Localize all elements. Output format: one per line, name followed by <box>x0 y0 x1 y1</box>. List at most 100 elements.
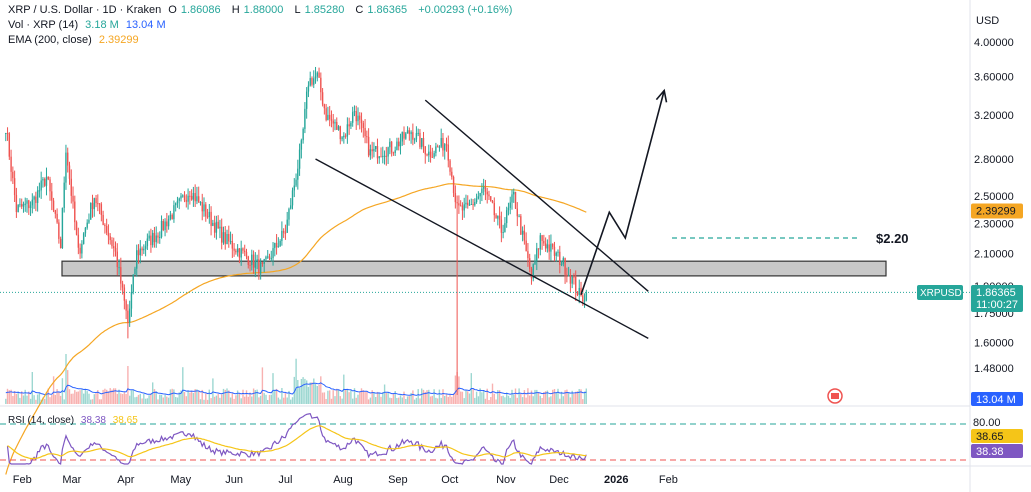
volume-bar <box>84 388 87 404</box>
volume-bar <box>8 390 10 404</box>
volume-bar <box>415 397 418 404</box>
rsi-tick-80: 80.00 <box>973 417 1001 429</box>
candle <box>183 191 186 203</box>
volume-bar <box>111 389 113 404</box>
volume-bar <box>483 390 485 404</box>
candle <box>458 195 460 214</box>
volume-bar <box>383 384 386 404</box>
candle <box>208 203 211 224</box>
candle <box>109 233 111 245</box>
volume-bar <box>120 393 122 404</box>
volume-bar <box>91 399 94 404</box>
candle <box>353 105 356 117</box>
candle <box>449 159 451 176</box>
candle <box>12 166 14 184</box>
volume-bar <box>562 396 564 404</box>
volume-bar <box>95 393 97 404</box>
candle <box>334 119 336 131</box>
month-label: May <box>170 474 191 486</box>
volume-bar <box>293 376 295 404</box>
volume-bar <box>359 392 361 404</box>
candle <box>380 147 382 158</box>
volume-bar <box>231 393 233 404</box>
candle <box>120 257 122 291</box>
volume-bar <box>320 376 322 404</box>
rsi-label: RSI (14, close) <box>8 415 75 426</box>
candle <box>490 196 492 202</box>
candle <box>21 198 23 210</box>
volume-bar <box>360 388 363 404</box>
volume-bar <box>318 384 320 404</box>
candle <box>19 198 21 208</box>
candle <box>190 189 193 201</box>
candle <box>167 215 170 230</box>
volume-bar <box>74 390 76 404</box>
volume-bar <box>93 394 95 404</box>
candle <box>49 176 51 201</box>
candle <box>465 194 467 209</box>
rsi-legend[interactable]: RSI (14, close) 38.38 38.65 <box>8 415 142 426</box>
price-tick: 2.80000 <box>974 154 1014 166</box>
wedge-upper-line[interactable] <box>424 99 649 292</box>
volume-bar <box>566 389 568 404</box>
candle <box>150 228 152 253</box>
wedge-lower-line[interactable] <box>315 158 649 339</box>
candle <box>98 203 101 215</box>
candle <box>502 224 504 239</box>
candle <box>396 137 398 151</box>
target-label: $2.20 <box>876 231 909 246</box>
candle <box>15 187 18 218</box>
candle <box>539 232 542 256</box>
candle <box>491 199 494 204</box>
volume-bar <box>458 376 460 404</box>
volume-bar <box>180 390 182 404</box>
volume-bar <box>268 394 271 404</box>
candle <box>392 151 395 156</box>
volume-bars <box>5 354 587 404</box>
volume-bar <box>398 397 400 404</box>
volume-bar <box>221 394 223 404</box>
volume-bar <box>442 389 444 404</box>
candle <box>442 132 444 157</box>
volume-bar <box>467 391 469 404</box>
time-axis[interactable]: Feb Mar Apr May Jun Jul Aug Sep Oct Nov Dec 2026 Feb <box>13 474 678 486</box>
rsi-badge: 38.38 <box>971 444 1023 458</box>
volume-legend[interactable]: Vol · XRP (14) 3.18 M 13.04 M <box>8 19 170 31</box>
volume-bar <box>5 398 7 404</box>
volume-bar <box>504 397 506 404</box>
candle <box>318 67 320 78</box>
volume-bar <box>10 389 12 404</box>
ema-legend[interactable]: EMA (200, close) 2.39299 <box>8 34 143 46</box>
candle <box>212 219 214 227</box>
candle <box>28 199 30 215</box>
volume-bar <box>224 389 226 404</box>
projection-arrow[interactable] <box>580 90 665 296</box>
candle <box>454 185 457 209</box>
flag-icon[interactable] <box>827 388 843 404</box>
volume-bar <box>187 390 189 404</box>
volume-bar <box>47 388 49 404</box>
candle <box>194 184 196 207</box>
candle <box>75 220 78 236</box>
candle <box>261 261 264 267</box>
candle <box>226 229 228 245</box>
candle <box>321 88 324 107</box>
volume-bar <box>109 388 111 404</box>
volume-bar <box>454 375 457 404</box>
candle <box>233 243 235 257</box>
volume-bar <box>28 391 30 404</box>
volume-bar <box>520 394 522 404</box>
candle <box>215 215 218 240</box>
volume-bar <box>242 389 244 404</box>
volume-bar <box>189 392 191 404</box>
volume-bar <box>364 391 366 404</box>
volume-bar <box>45 392 48 404</box>
candle <box>475 193 478 204</box>
candle <box>484 179 487 201</box>
volume-bar <box>130 390 133 404</box>
volume-bar <box>527 388 529 404</box>
symbol-title[interactable]: XRP / U.S. Dollar · 1D · Kraken <box>8 4 162 16</box>
candle <box>307 81 310 98</box>
volume-bar <box>263 393 265 404</box>
